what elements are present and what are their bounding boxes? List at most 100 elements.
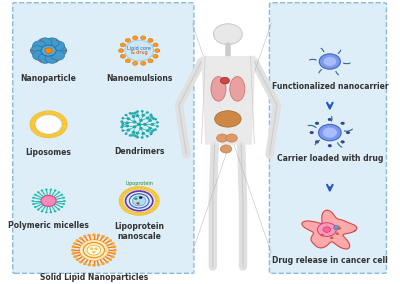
Circle shape xyxy=(323,57,337,66)
FancyBboxPatch shape xyxy=(270,3,386,273)
Circle shape xyxy=(334,225,340,230)
Circle shape xyxy=(135,112,136,113)
Circle shape xyxy=(58,209,60,210)
Circle shape xyxy=(140,61,146,65)
Circle shape xyxy=(54,210,56,212)
Circle shape xyxy=(112,256,114,258)
Circle shape xyxy=(142,114,144,116)
Circle shape xyxy=(122,123,124,124)
Circle shape xyxy=(123,191,128,194)
Circle shape xyxy=(149,128,151,129)
Circle shape xyxy=(315,122,319,125)
Circle shape xyxy=(38,112,44,116)
Text: Liposomes: Liposomes xyxy=(26,148,72,156)
Circle shape xyxy=(45,53,59,63)
Circle shape xyxy=(139,197,142,199)
Circle shape xyxy=(88,234,91,236)
Circle shape xyxy=(32,117,37,121)
Circle shape xyxy=(146,117,149,119)
Circle shape xyxy=(41,45,56,56)
Circle shape xyxy=(56,113,61,117)
Circle shape xyxy=(34,206,36,208)
Text: & drug: & drug xyxy=(131,50,148,55)
Circle shape xyxy=(32,203,34,205)
Circle shape xyxy=(134,126,136,128)
Circle shape xyxy=(140,120,142,121)
Circle shape xyxy=(150,133,152,135)
Circle shape xyxy=(120,43,126,47)
Circle shape xyxy=(41,111,46,115)
Circle shape xyxy=(125,38,130,42)
Circle shape xyxy=(34,114,40,118)
Circle shape xyxy=(336,233,339,235)
Circle shape xyxy=(56,132,61,136)
Circle shape xyxy=(97,264,100,266)
Circle shape xyxy=(120,204,124,207)
Circle shape xyxy=(38,53,52,63)
Circle shape xyxy=(125,189,130,193)
Circle shape xyxy=(33,116,38,119)
Circle shape xyxy=(132,116,135,117)
Circle shape xyxy=(72,252,75,254)
Circle shape xyxy=(153,118,154,119)
Circle shape xyxy=(106,261,108,263)
Circle shape xyxy=(147,136,148,137)
Circle shape xyxy=(153,193,157,196)
Text: Carrier loaded with drug: Carrier loaded with drug xyxy=(277,154,383,164)
Circle shape xyxy=(134,121,136,123)
Text: Drug release in cancer cell: Drug release in cancer cell xyxy=(272,256,388,265)
Circle shape xyxy=(151,208,155,211)
Circle shape xyxy=(45,48,52,53)
Circle shape xyxy=(137,186,142,189)
Circle shape xyxy=(127,129,130,131)
Circle shape xyxy=(53,112,58,116)
Circle shape xyxy=(51,111,56,115)
Circle shape xyxy=(63,200,66,202)
Circle shape xyxy=(151,124,154,125)
Circle shape xyxy=(134,198,137,200)
Circle shape xyxy=(51,134,56,137)
Text: Lipoprotein
nanoscale: Lipoprotein nanoscale xyxy=(114,222,164,241)
Circle shape xyxy=(147,112,148,113)
Circle shape xyxy=(61,206,63,208)
Circle shape xyxy=(80,240,108,260)
Circle shape xyxy=(122,118,124,119)
Circle shape xyxy=(60,117,66,121)
Circle shape xyxy=(136,202,140,204)
Circle shape xyxy=(41,190,43,191)
Circle shape xyxy=(48,134,54,138)
Circle shape xyxy=(137,137,138,138)
Circle shape xyxy=(151,116,152,117)
Circle shape xyxy=(43,134,49,138)
Circle shape xyxy=(59,130,64,133)
Circle shape xyxy=(60,128,66,131)
Circle shape xyxy=(151,132,152,133)
Circle shape xyxy=(322,127,337,138)
Circle shape xyxy=(153,54,158,58)
Circle shape xyxy=(142,133,144,134)
Circle shape xyxy=(45,212,48,213)
Circle shape xyxy=(121,127,122,128)
Circle shape xyxy=(155,49,160,53)
Circle shape xyxy=(30,121,35,124)
Circle shape xyxy=(41,195,56,206)
Circle shape xyxy=(214,24,242,45)
Circle shape xyxy=(155,199,160,202)
Circle shape xyxy=(106,237,108,239)
Circle shape xyxy=(119,202,124,205)
Circle shape xyxy=(59,116,64,119)
Circle shape xyxy=(32,200,34,202)
Circle shape xyxy=(30,119,36,123)
Circle shape xyxy=(109,258,112,261)
Circle shape xyxy=(114,249,116,251)
Circle shape xyxy=(54,190,56,191)
Circle shape xyxy=(36,116,61,133)
Circle shape xyxy=(216,134,228,142)
Circle shape xyxy=(120,54,126,58)
Circle shape xyxy=(38,38,52,48)
Polygon shape xyxy=(302,210,357,249)
Circle shape xyxy=(315,141,319,143)
Circle shape xyxy=(127,118,130,120)
Circle shape xyxy=(323,227,330,232)
Circle shape xyxy=(137,212,142,216)
